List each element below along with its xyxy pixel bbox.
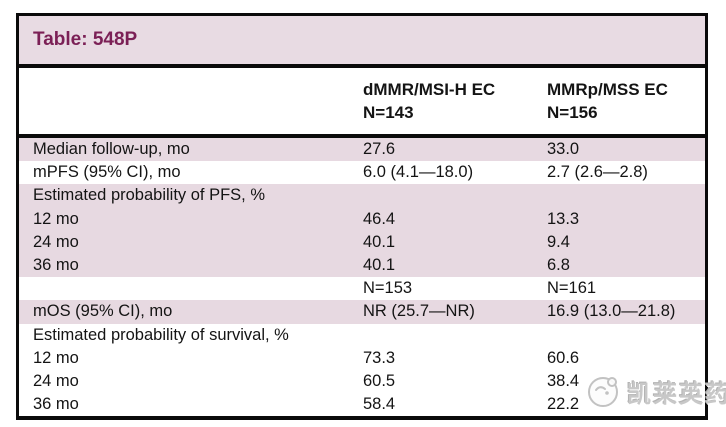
table-row-pfs-36mo: 36 mo 40.1 6.8: [19, 253, 705, 278]
row-value-dmmr: 40.1: [363, 232, 396, 251]
row-label: 24 mo: [33, 371, 79, 390]
row-value-mmrp: 33.0: [547, 140, 580, 158]
results-table: Table: 548P dMMR/MSI-H EC N=143 MMRp/MSS…: [16, 13, 708, 421]
row-value-dmmr: NR (25.7—NR): [363, 302, 475, 321]
column-header-mmrp-line1: MMRp/MSS EC: [547, 80, 668, 99]
watermark: 凯莱英药闻: [584, 372, 726, 410]
brand-logo-icon: [588, 377, 618, 407]
table-row-mpfs: mPFS (95% CI), mo 6.0 (4.1—18.0) 2.7 (2.…: [19, 161, 705, 185]
row-label: 12 mo: [33, 209, 79, 228]
row-value-mmrp: 9.4: [547, 232, 570, 251]
column-header-dmmr: dMMR/MSI-H EC N=143: [363, 78, 547, 124]
row-value-mmrp: N=161: [547, 279, 597, 298]
row-value-mmrp: 60.6: [547, 348, 580, 367]
row-label: Estimated probability of survival, %: [33, 325, 289, 344]
row-value-dmmr: 40.1: [363, 255, 396, 274]
row-value-dmmr: 6.0 (4.1—18.0): [363, 163, 474, 182]
row-value-dmmr: N=153: [363, 279, 413, 298]
row-value-dmmr: 60.5: [363, 371, 396, 390]
table-title: Table: 548P: [33, 29, 138, 50]
row-value-mmrp: 6.8: [547, 255, 570, 274]
row-value-mmrp: 2.7 (2.6—2.8): [547, 163, 648, 182]
table-row-pfs-24mo: 24 mo 40.1 9.4: [19, 230, 705, 254]
row-value-dmmr: 73.3: [363, 348, 396, 367]
row-label: 24 mo: [33, 232, 79, 251]
table-title-bar: Table: 548P: [19, 16, 705, 68]
column-header-mmrp: MMRp/MSS EC N=156: [547, 78, 705, 124]
row-value-dmmr: 27.6: [363, 140, 396, 158]
row-label: Median follow-up, mo: [33, 140, 190, 158]
row-value-dmmr: 58.4: [363, 395, 396, 414]
table-body: Median follow-up, mo 27.6 33.0 mPFS (95%…: [19, 138, 705, 417]
row-value-mmrp: 22.2: [547, 395, 580, 414]
table-row-os-population: N=153 N=161: [19, 277, 705, 301]
header-spacer-cell: [19, 78, 363, 124]
row-label: 36 mo: [33, 395, 79, 414]
row-value-mmrp: 16.9 (13.0—21.8): [547, 302, 676, 321]
row-label: mOS (95% CI), mo: [33, 302, 173, 321]
table-row-mos: mOS (95% CI), mo NR (25.7—NR) 16.9 (13.0…: [19, 300, 705, 324]
row-value-mmrp: 13.3: [547, 209, 580, 228]
row-value-mmrp: 38.4: [547, 371, 580, 390]
table-row-pfs-probability-header: Estimated probability of PFS, %: [19, 184, 705, 208]
row-label: mPFS (95% CI), mo: [33, 163, 181, 182]
row-value-dmmr: 46.4: [363, 209, 396, 228]
table-header-row: dMMR/MSI-H EC N=143 MMRp/MSS EC N=156: [19, 68, 705, 138]
watermark-text: 凯莱英药闻: [627, 380, 726, 408]
table-row-median-followup: Median follow-up, mo 27.6 33.0: [19, 138, 705, 162]
table-row-survival-probability-header: Estimated probability of survival, %: [19, 323, 705, 347]
column-header-dmmr-line2: N=143: [363, 103, 414, 122]
table-row-survival-12mo: 12 mo 73.3 60.6: [19, 346, 705, 370]
column-header-mmrp-line2: N=156: [547, 103, 598, 122]
table-row-survival-36mo: 36 mo 58.4 22.2: [19, 393, 705, 417]
table-row-survival-24mo: 24 mo 60.5 38.4: [19, 369, 705, 394]
row-label: Estimated probability of PFS, %: [33, 186, 266, 205]
column-header-dmmr-line1: dMMR/MSI-H EC: [363, 80, 496, 99]
table-row-pfs-12mo: 12 mo 46.4 13.3: [19, 207, 705, 231]
row-label: 12 mo: [33, 348, 79, 367]
row-label: 36 mo: [33, 255, 79, 274]
